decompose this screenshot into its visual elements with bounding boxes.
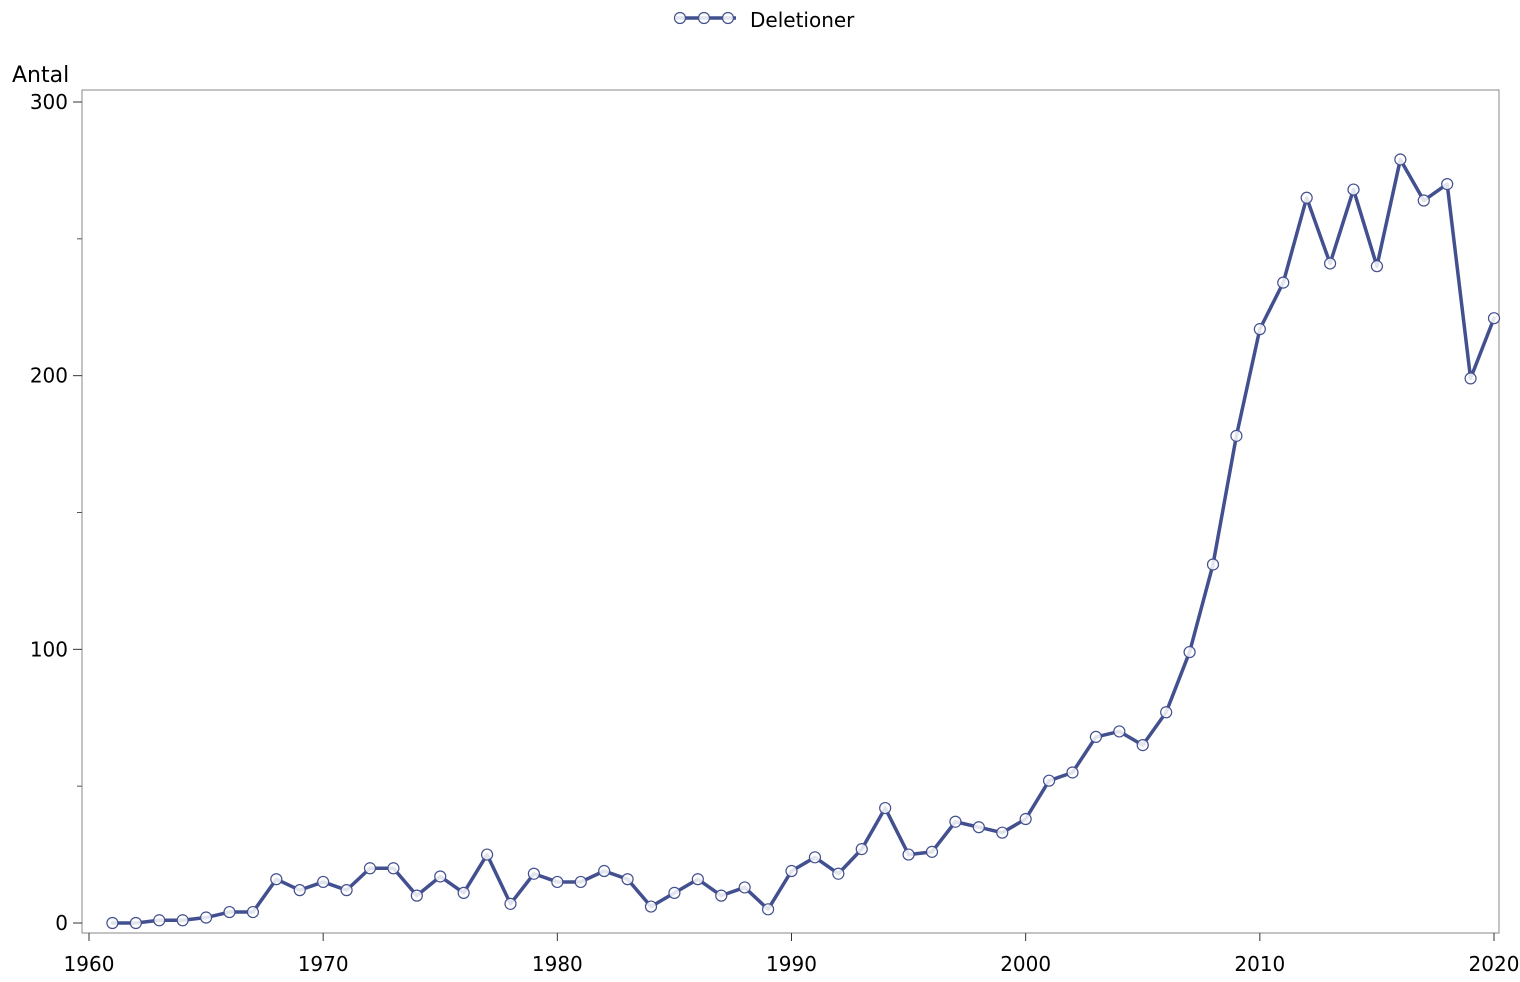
x-tick-label: 1970 [298, 952, 349, 976]
data-point-marker [691, 873, 704, 886]
data-point-marker [129, 916, 142, 930]
x-tick-label: 2010 [1234, 952, 1285, 976]
data-point-marker [644, 900, 658, 913]
data-point-marker [410, 889, 423, 902]
y-tick-label: 100 [30, 637, 68, 661]
x-tick-label: 1960 [64, 952, 115, 976]
data-point-marker [480, 848, 494, 861]
data-point-marker [153, 914, 166, 927]
y-tick-label: 300 [30, 90, 68, 114]
plot-area-frame [81, 89, 1500, 934]
data-point-marker [598, 864, 611, 878]
data-point-marker [902, 848, 915, 861]
data-point-marker [363, 862, 377, 875]
data-point-marker [387, 862, 400, 875]
y-tick-label: 0 [55, 911, 68, 935]
series-line-deletioner [110, 157, 1496, 925]
data-point-marker [293, 884, 306, 897]
series-deletioner [106, 153, 1501, 930]
data-point-marker [270, 873, 283, 886]
data-point-marker [176, 914, 189, 927]
data-point-marker [527, 867, 541, 880]
data-point-marker [504, 897, 517, 910]
data-point-marker [668, 886, 681, 899]
data-point-marker [1042, 774, 1056, 787]
data-point-marker [1230, 429, 1243, 442]
data-point-marker [1370, 260, 1384, 273]
data-point-marker [1417, 194, 1430, 207]
data-point-marker [199, 911, 213, 924]
data-point-marker [1277, 276, 1290, 289]
data-point-marker [1136, 739, 1149, 752]
data-point-marker [106, 916, 119, 930]
data-point-marker [855, 843, 868, 856]
data-point-marker [621, 873, 634, 886]
axes: 1960 1970 1980 1990 2000 2010 2020 0 100 200 300 [30, 90, 1520, 976]
data-point-marker [223, 905, 236, 919]
y-tick-label: 200 [30, 364, 68, 388]
data-point-marker [1253, 323, 1266, 336]
data-point-marker [1487, 312, 1501, 325]
x-tick-label: 1980 [532, 952, 583, 976]
data-point-marker [1089, 730, 1103, 744]
data-point-marker [434, 870, 447, 883]
legend-swatch-deletioner [673, 11, 736, 25]
data-point-marker [949, 815, 962, 828]
data-point-marker [551, 875, 564, 889]
data-point-marker [972, 821, 985, 834]
data-point-marker [317, 875, 330, 889]
legend-label-deletioner: Deletioner [750, 8, 855, 32]
data-point-marker [574, 875, 587, 889]
data-point-marker [1160, 706, 1173, 719]
legend-swatch-marker [673, 11, 687, 25]
data-point-marker [925, 845, 939, 858]
x-tick-label: 2020 [1469, 952, 1520, 976]
data-point-marker [1019, 812, 1032, 826]
data-point-marker [1206, 558, 1220, 571]
data-point-marker [1300, 191, 1313, 204]
legend-swatch-marker [697, 11, 711, 25]
data-point-marker [1323, 257, 1337, 270]
legend-swatch-marker [721, 11, 735, 25]
data-point-marker [808, 851, 822, 864]
data-point-marker [1066, 766, 1079, 779]
data-point-marker [715, 889, 728, 902]
x-tick-label: 1990 [766, 952, 817, 976]
data-point-marker [457, 886, 470, 899]
data-point-marker [785, 864, 798, 878]
data-point-marker [1113, 725, 1126, 738]
data-point-marker [832, 867, 845, 880]
data-point-marker [738, 881, 751, 894]
data-point-marker [1347, 183, 1360, 196]
data-point-marker [340, 884, 353, 897]
data-point-marker [1183, 645, 1196, 659]
data-point-marker [996, 826, 1009, 839]
y-axis-title: Antal [12, 63, 69, 88]
legend: Deletioner [673, 8, 855, 32]
data-point-marker [1464, 372, 1477, 385]
data-point-marker [761, 903, 775, 916]
data-point-marker [1441, 178, 1454, 191]
x-tick-label: 2000 [1000, 952, 1051, 976]
data-point-marker [246, 905, 260, 919]
data-point-marker [1394, 153, 1407, 166]
data-point-marker [879, 801, 892, 815]
